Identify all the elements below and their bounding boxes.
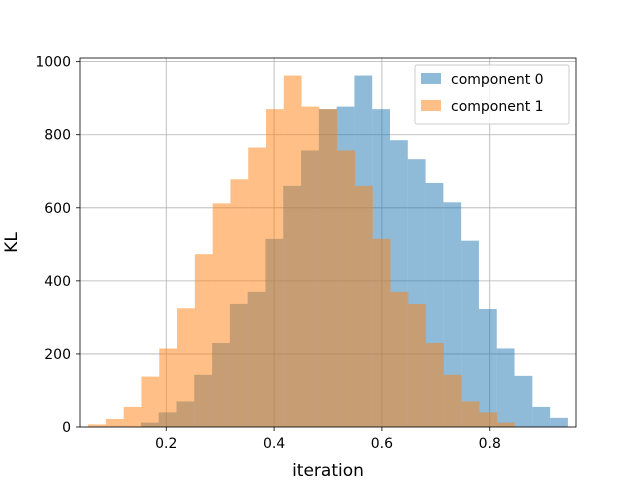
histogram-bar	[212, 203, 231, 427]
histogram-bar	[479, 412, 498, 427]
histogram-bars	[88, 75, 568, 428]
histogram-bar	[514, 375, 533, 427]
histogram-bar	[105, 418, 124, 427]
y-axis-label: KL	[2, 232, 22, 253]
histogram-bar	[177, 308, 195, 427]
histogram-bar	[159, 348, 178, 427]
histogram-bar	[283, 75, 302, 428]
histogram-bar	[496, 348, 515, 427]
x-tick-label: 0.6	[371, 436, 393, 452]
legend-box	[414, 64, 570, 125]
histogram-bar	[372, 238, 391, 427]
y-tick-label: 400	[44, 274, 71, 290]
histogram-bar	[301, 106, 320, 427]
series-1-bars	[88, 75, 516, 428]
histogram-bar	[532, 406, 551, 427]
x-axis-label: iteration	[292, 461, 364, 480]
histogram-bar	[230, 179, 249, 427]
y-tick-label: 0	[62, 420, 71, 436]
histogram-bar	[390, 291, 409, 427]
x-tick-label: 0.8	[479, 436, 501, 452]
plot-frame	[79, 57, 577, 428]
y-tick-label: 600	[44, 201, 71, 217]
y-tick-label: 200	[44, 347, 71, 363]
legend-swatch-component-0	[421, 73, 441, 84]
histogram-bar	[550, 417, 568, 427]
histogram-bar	[497, 422, 516, 427]
legend-label-component-0: component 0	[451, 72, 544, 88]
x-tick-label: 0.2	[155, 436, 177, 452]
axis-ticks: 0.2 0.4 0.6 0.8 0 200 400 600 800 1000	[35, 55, 501, 452]
histogram-bar	[194, 254, 213, 427]
histogram-bar	[461, 401, 480, 427]
histogram-bar	[408, 303, 427, 427]
histogram-bar	[88, 424, 106, 427]
legend-swatch-component-1	[421, 100, 441, 111]
histogram-bar	[319, 109, 338, 428]
legend-label-component-1: component 1	[451, 99, 544, 115]
y-tick-label: 800	[44, 128, 71, 144]
histogram-bar	[266, 109, 284, 428]
x-tick-label: 0.4	[263, 436, 285, 452]
histogram-bar	[248, 147, 266, 428]
histogram-bar	[141, 376, 160, 427]
histogram-bar	[443, 202, 462, 427]
histogram-bar	[123, 406, 142, 427]
histogram-bar	[426, 342, 444, 427]
y-tick-label: 1000	[35, 55, 71, 71]
legend: component 0 component 1	[414, 64, 570, 125]
histogram-bar	[354, 185, 373, 427]
histogram-bar	[443, 374, 462, 427]
histogram-bar	[461, 240, 479, 427]
histogram-bar	[478, 308, 497, 427]
histogram-bar	[337, 150, 355, 427]
